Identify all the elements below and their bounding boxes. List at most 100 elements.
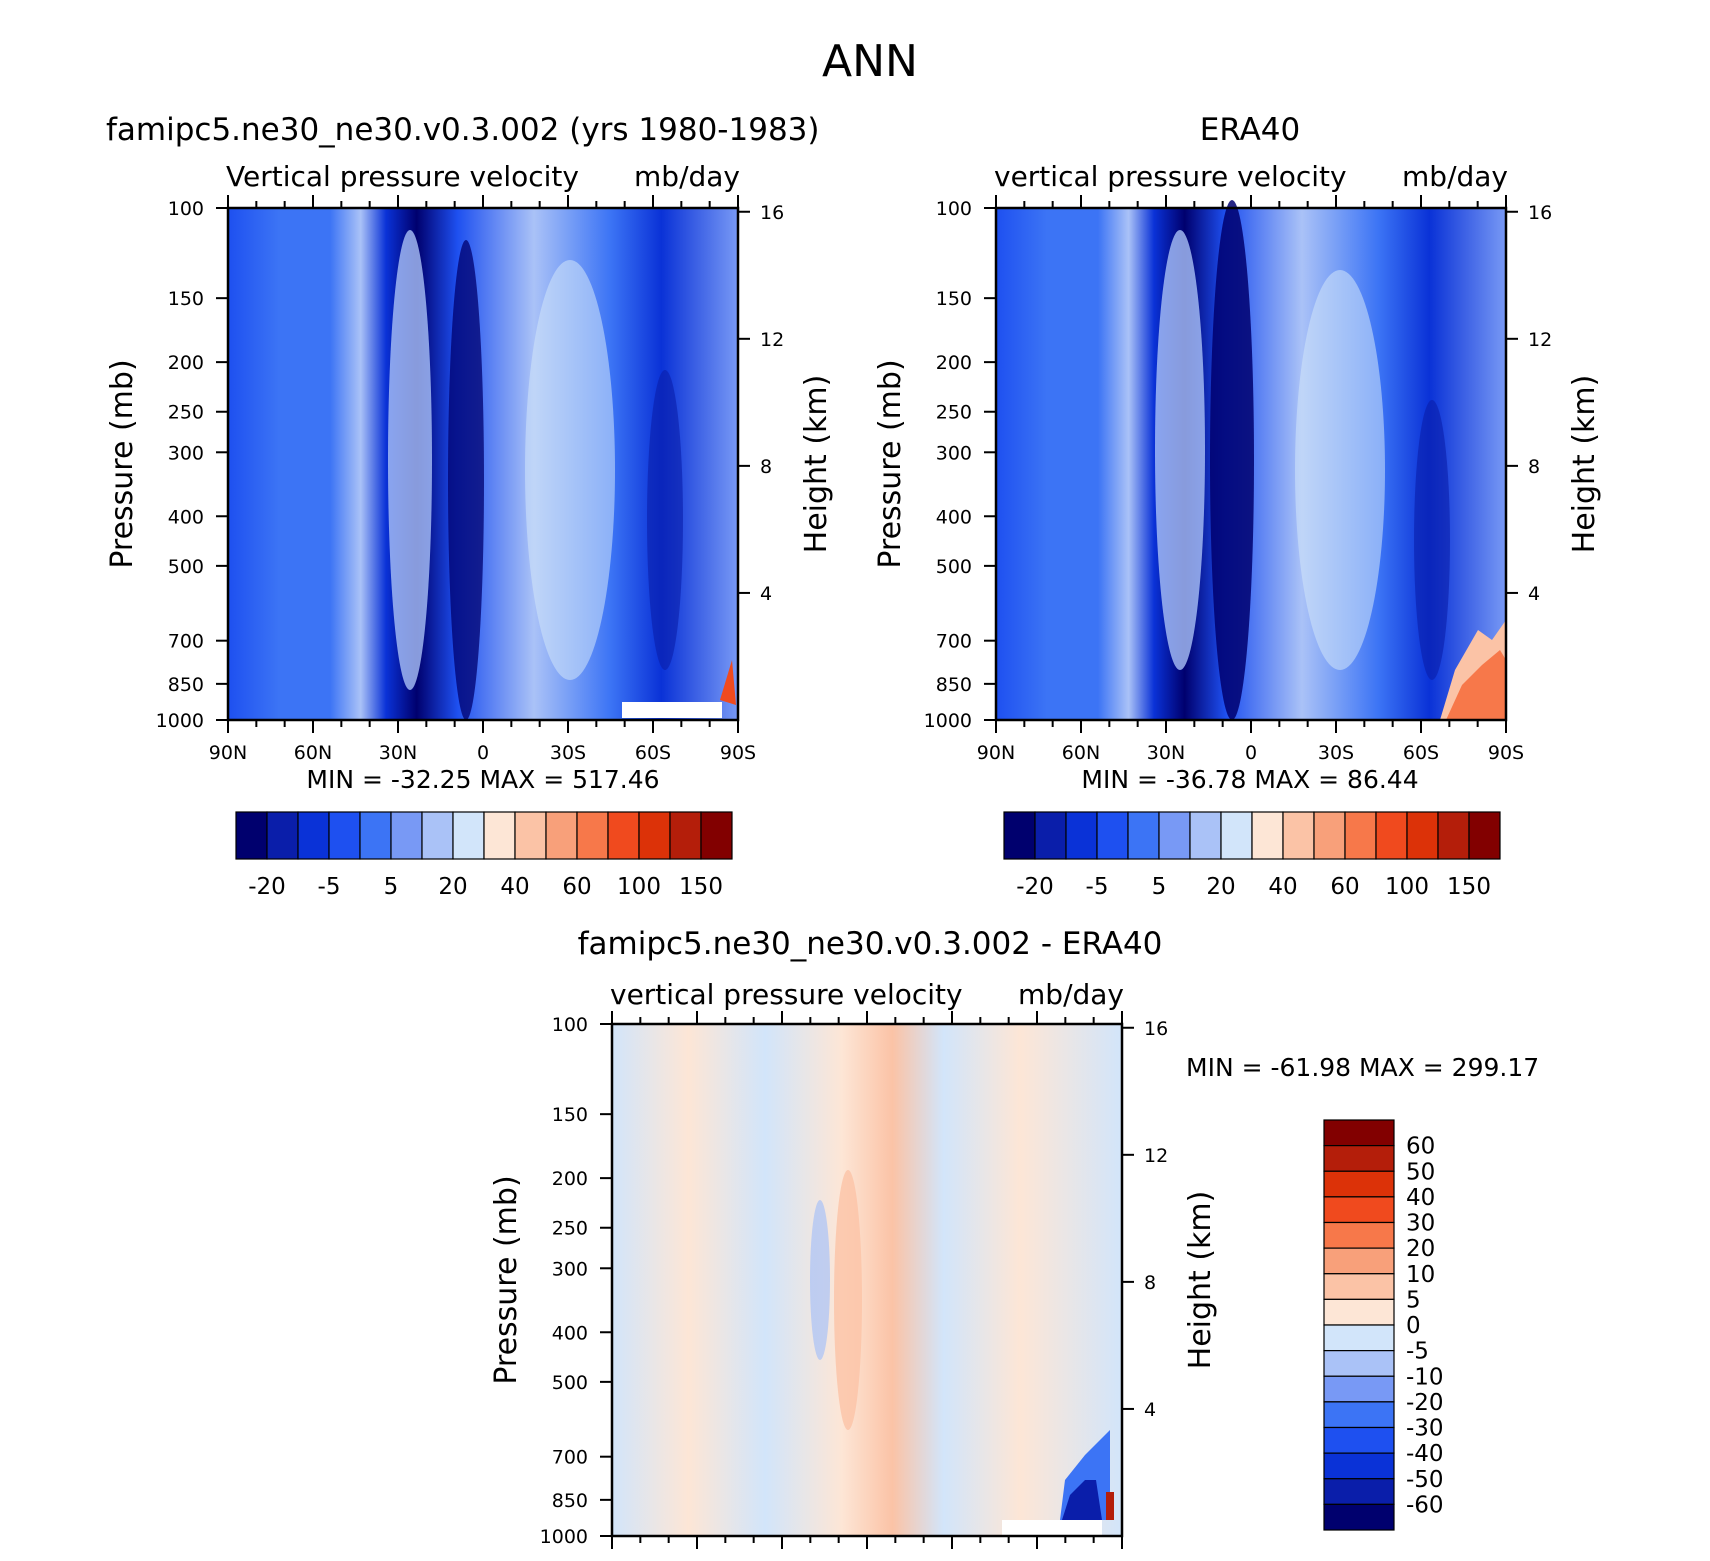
colorbar-box [1375,811,1408,860]
pressure-tick-label: 100 [168,198,204,220]
height-tick-label: 4 [760,583,772,605]
lat-tick-label: 30N [763,1558,801,1561]
lat-tick-label: 0 [861,1558,873,1561]
lat-tick-label: 60S [1403,742,1439,764]
panel-model-lat-ticks: 90N 60N 30N 0 30S 60S 90S [209,195,756,764]
colorbar-label: 60 [562,874,591,900]
colorbar-box [514,811,547,860]
panel-model-y2label: Height (km) [799,375,834,554]
panel-obs-field [996,200,1506,720]
pressure-tick-label: 200 [936,352,972,374]
colorbar-box [1323,1503,1395,1531]
colorbar-label: -30 [1406,1416,1444,1442]
pressure-tick-label: 400 [168,506,204,528]
panel-model-subtitle-left: Vertical pressure velocity [226,160,579,193]
panel-model-height-ticks: 16 12 8 4 [738,202,784,605]
colorbar-box [1323,1478,1395,1505]
colorbar-label: -5 [318,874,341,900]
colorbar-label: 60 [1406,1134,1435,1160]
panel-obs-title: ERA40 [1200,112,1301,148]
colorbar-label: -20 [1406,1390,1444,1416]
lat-tick-label: 90N [977,742,1015,764]
colorbar-box [1323,1350,1395,1377]
colorbar-label: 150 [679,874,723,900]
colorbar-label: 5 [1406,1287,1421,1313]
colorbar-box [669,811,702,860]
pressure-tick-label: 150 [552,1104,588,1126]
lat-tick-label: 60N [678,1558,716,1561]
height-tick-label: 8 [1144,1272,1156,1294]
colorbar-box [1323,1324,1395,1352]
panel-obs-colorbar: -20 -5 5 20 40 60 100 150 [1003,811,1501,900]
panel-diff-minmax: MIN = -61.98 MAX = 299.17 [1186,1053,1539,1082]
colorbar-box [576,811,609,860]
pressure-tick-label: 1000 [924,710,972,732]
height-tick-label: 4 [1528,583,1540,605]
lat-tick-label: 60S [635,742,671,764]
colorbar-box [297,811,330,860]
colorbar-label: -5 [1086,874,1109,900]
panel-model-field [228,208,738,720]
colorbar-box [545,811,578,860]
colorbar-box [1323,1298,1395,1326]
height-tick-label: 12 [760,329,784,351]
lat-tick-label: 60N [1062,742,1100,764]
colorbar-label: -40 [1406,1441,1444,1467]
colorbar-label: 5 [1152,874,1167,900]
colorbar-box [1323,1119,1395,1147]
panel-diff-lat-ticks: 90N 60N 30N 0 30S 60S 90S [593,1011,1140,1561]
colorbar-label: 100 [1385,874,1429,900]
colorbar-box [1323,1145,1395,1172]
height-tick-label: 12 [1528,329,1552,351]
lat-tick-label: 30N [1147,742,1185,764]
colorbar-box [1313,811,1346,860]
lat-tick-label: 90S [720,742,756,764]
colorbar-box [1158,811,1191,860]
colorbar-box [1127,811,1160,860]
colorbar-box [452,811,485,860]
colorbar-box [1406,811,1439,860]
panel-model-ylabel: Pressure (mb) [105,359,140,568]
pressure-tick-label: 700 [552,1447,588,1469]
colorbar-box [266,811,299,860]
colorbar-box [1096,811,1129,860]
pressure-tick-label: 200 [168,352,204,374]
colorbar-label: -50 [1406,1467,1444,1493]
colorbar-label: 20 [1206,874,1235,900]
height-tick-label: 12 [1144,1145,1168,1167]
pressure-tick-label: 850 [168,674,204,696]
colorbar-box [1323,1452,1395,1480]
panel-obs-lat-ticks: 90N 60N 30N 0 30S 60S 90S [977,195,1524,764]
pressure-tick-label: 300 [168,442,204,464]
colorbar-label: 100 [617,874,661,900]
colorbar-label: 40 [1406,1185,1435,1211]
panel-model: famipc5.ne30_ne30.v0.3.002 (yrs 1980-198… [105,112,834,900]
colorbar-box [1034,811,1067,860]
panel-diff-pressure-ticks: 100 150 200 250 300 400 500 700 850 1000 [540,1014,612,1548]
height-tick-label: 8 [760,456,772,478]
colorbar-box [1282,811,1315,860]
pressure-tick-label: 300 [936,442,972,464]
colorbar-box [1323,1196,1395,1224]
panel-diff-subtitle-left: vertical pressure velocity [610,978,963,1011]
colorbar-box [1323,1247,1395,1275]
colorbar-label: -20 [248,874,286,900]
height-tick-label: 16 [1528,202,1552,224]
colorbar-label: 20 [1406,1236,1435,1262]
colorbar-box [1003,811,1036,860]
colorbar-box [483,811,516,860]
pressure-tick-label: 100 [552,1014,588,1036]
pressure-tick-label: 850 [936,674,972,696]
panel-obs: ERA40 vertical pressure velocity mb/day … [873,112,1602,900]
height-tick-label: 16 [760,202,784,224]
pressure-tick-label: 150 [168,288,204,310]
panel-diff-subtitle-right: mb/day [1018,978,1124,1011]
pressure-tick-label: 150 [936,288,972,310]
colorbar-label: 150 [1447,874,1491,900]
panel-obs-subtitle-left: vertical pressure velocity [994,160,1347,193]
pressure-tick-label: 500 [168,556,204,578]
colorbar-box [1344,811,1377,860]
pressure-tick-label: 100 [936,198,972,220]
